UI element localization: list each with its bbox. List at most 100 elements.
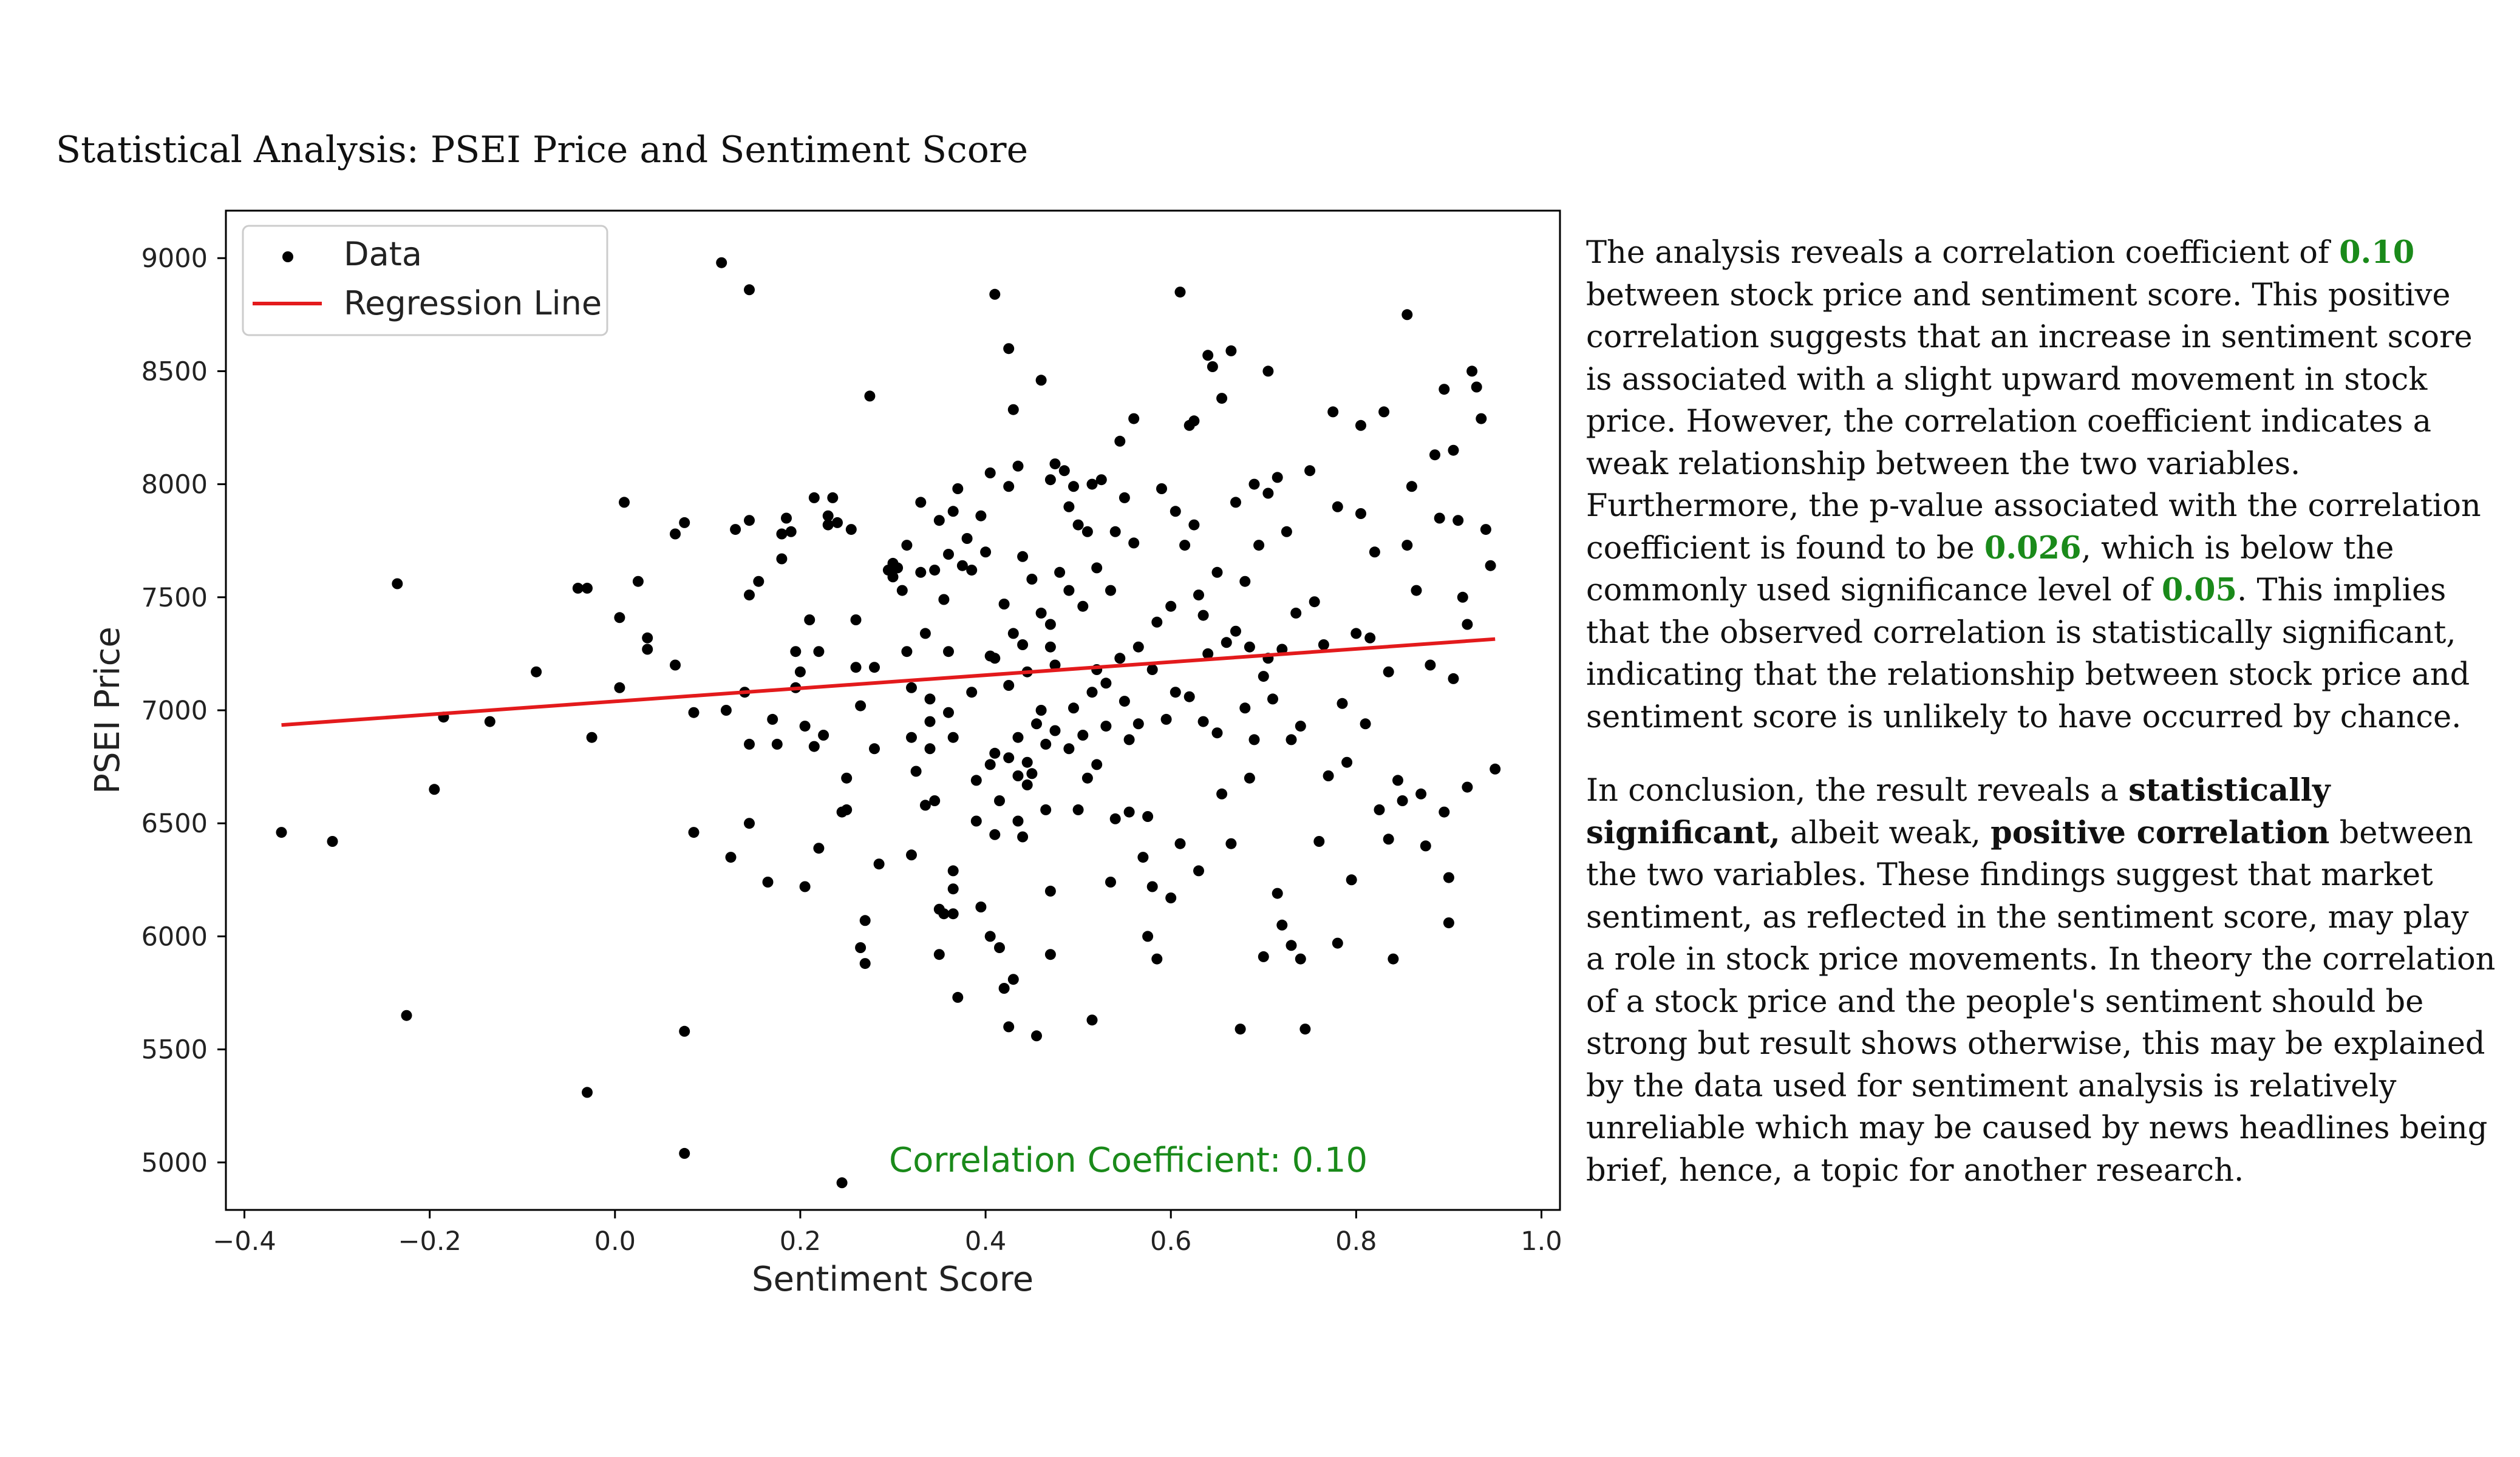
data-point: [1388, 953, 1399, 965]
data-point: [799, 721, 811, 732]
data-point: [679, 1147, 690, 1159]
data-point: [642, 632, 653, 644]
data-point: [790, 646, 802, 657]
page-title: Statistical Analysis: PSEI Price and Sen…: [56, 129, 1029, 171]
x-tick-label: 0.2: [780, 1226, 821, 1257]
text-run: . This implies that the observed correla…: [1586, 572, 2470, 735]
data-point: [1299, 1024, 1311, 1035]
data-point: [1007, 628, 1019, 639]
data-point: [1230, 497, 1241, 508]
data-point: [1415, 788, 1427, 800]
data-point: [808, 492, 820, 503]
data-point: [855, 942, 867, 953]
data-point: [906, 732, 917, 743]
data-point: [1040, 804, 1052, 815]
data-point: [1258, 951, 1269, 962]
data-point: [1114, 435, 1126, 447]
data-point: [1132, 641, 1144, 653]
data-point: [915, 497, 927, 508]
data-point: [744, 818, 755, 829]
data-point: [1114, 653, 1126, 664]
data-point: [1077, 730, 1089, 741]
data-point: [1012, 732, 1024, 743]
data-point: [392, 578, 403, 589]
data-point: [1378, 406, 1390, 418]
data-point: [670, 659, 681, 671]
data-point: [1137, 852, 1149, 863]
data-point: [1341, 756, 1353, 768]
data-point: [1327, 406, 1339, 418]
data-point: [1035, 705, 1047, 716]
data-point: [947, 865, 959, 877]
data-point: [1429, 449, 1440, 461]
data-point: [980, 546, 992, 558]
data-point: [744, 738, 755, 750]
data-point: [919, 628, 931, 639]
data-point: [841, 772, 853, 784]
data-point: [943, 549, 954, 560]
data-point: [984, 759, 996, 770]
data-point: [924, 743, 936, 755]
data-point: [1012, 460, 1024, 472]
data-point: [975, 510, 987, 521]
data-point: [1309, 596, 1320, 608]
data-point: [887, 571, 899, 583]
data-point: [919, 800, 931, 811]
data-point: [1197, 716, 1209, 727]
y-tick-label: 6500: [141, 809, 208, 839]
scatter-chart: −0.4 −0.2 0.0 0.2 0.4 0.6 0.8 1.0 5000 5500 6000 6…: [88, 209, 1562, 1299]
correlation-value: 0.10: [2339, 234, 2415, 271]
data-point: [1165, 892, 1177, 904]
data-point: [1332, 937, 1343, 949]
data-point: [822, 519, 834, 531]
data-point: [1457, 591, 1468, 603]
data-point: [730, 524, 741, 535]
text-run: The analysis reveals a correlation coeff…: [1586, 235, 2340, 271]
data-point: [401, 1010, 412, 1021]
annotation-marker: [836, 1177, 848, 1189]
data-point: [1425, 659, 1436, 671]
data-point: [1234, 1024, 1246, 1035]
data-point: [896, 585, 908, 596]
data-point: [767, 713, 778, 725]
data-point: [1003, 752, 1015, 764]
data-point: [1225, 345, 1237, 356]
data-point: [864, 390, 876, 402]
data-point: [1350, 628, 1362, 639]
data-point: [966, 687, 978, 698]
analysis-text: The analysis reveals a correlation coeff…: [1586, 232, 2497, 1223]
data-point: [1466, 365, 1478, 377]
data-point: [1272, 472, 1283, 483]
plot-frame: [225, 209, 1561, 1211]
data-point: [572, 582, 584, 594]
data-point: [1225, 838, 1237, 849]
data-point: [632, 576, 644, 587]
data-point: [1081, 772, 1093, 784]
y-tick-label: 7000: [141, 696, 208, 726]
significance-level: 0.05: [2161, 572, 2238, 608]
data-point: [989, 653, 1001, 664]
data-point: [859, 915, 871, 926]
data-point: [1077, 600, 1089, 612]
data-point: [943, 646, 954, 657]
y-axis-ticks: 5000 5500 6000 6500 7000 7500 8000 8500 9000: [141, 243, 226, 1178]
data-point: [1142, 811, 1154, 822]
x-tick-label: 0.8: [1335, 1226, 1377, 1257]
data-point: [827, 492, 839, 503]
data-point: [744, 284, 755, 296]
data-point: [484, 716, 495, 727]
data-point: [1146, 664, 1158, 675]
data-point: [822, 510, 834, 521]
data-point: [989, 288, 1001, 300]
data-point: [1105, 585, 1116, 596]
data-point: [1276, 919, 1288, 931]
data-point: [1105, 877, 1116, 888]
data-point: [869, 743, 880, 755]
x-axis-label: Sentiment Score: [752, 1260, 1034, 1299]
data-point: [1281, 526, 1292, 537]
data-points: [276, 257, 1501, 1159]
data-point: [929, 795, 941, 806]
data-point: [1049, 458, 1061, 470]
data-point: [1401, 309, 1413, 321]
data-point: [924, 693, 936, 705]
